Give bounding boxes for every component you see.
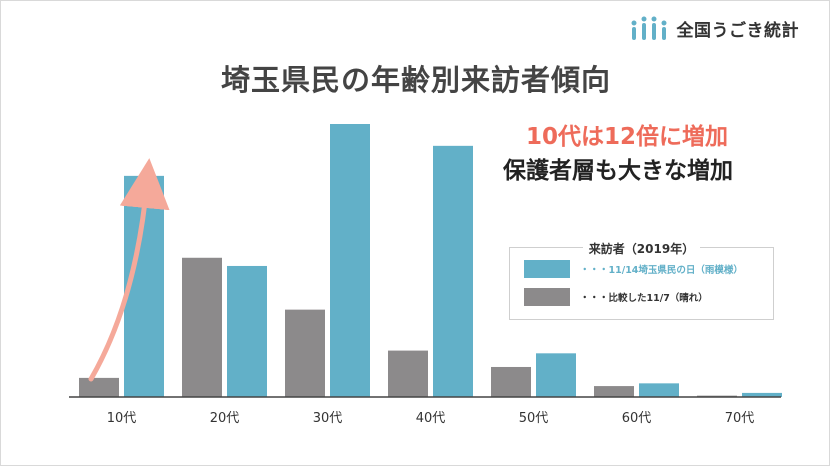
legend-swatch-blue [524, 260, 570, 278]
legend-swatch-gray [524, 288, 570, 306]
bar-sunny-5 [594, 386, 634, 397]
bar-rainy-6 [742, 392, 782, 397]
bar-sunny-4 [491, 366, 531, 397]
x-tick-label: 40代 [416, 411, 446, 426]
x-tick-label: 70代 [725, 411, 755, 426]
x-tick-label: 50代 [519, 411, 549, 426]
x-tick-label: 60代 [622, 411, 652, 426]
bar-rainy-5 [639, 383, 679, 397]
bar-rainy-4 [536, 353, 576, 397]
legend-label-rainy-day: ・・・11/14埼玉県民の日（雨模様） [580, 265, 743, 276]
legend: 来訪者（2019年） ・・・11/14埼玉県民の日（雨模様） ・・・比較した11… [509, 242, 774, 320]
logo: 全国うごき統計 [629, 15, 800, 41]
headline-growth: 10代は12倍に増加 [526, 124, 729, 150]
logo-text: 全国うごき統計 [676, 20, 799, 41]
x-tick-label: 30代 [313, 411, 343, 426]
chart-title: 埼玉県民の年齢別来訪者傾向 [220, 63, 611, 97]
legend-item-sunny-day: ・・・比較した11/7（晴れ） [524, 288, 708, 306]
bar-rainy-1 [227, 265, 267, 397]
x-tick-label: 10代 [107, 411, 137, 426]
growth-arrow [88, 158, 170, 382]
bar-sunny-2 [285, 309, 325, 397]
bar-rainy-3 [433, 145, 473, 397]
legend-title: 来訪者（2019年） [582, 242, 701, 256]
x-tick-label: 20代 [210, 411, 240, 426]
bar-rainy-2 [330, 124, 370, 397]
bar-sunny-0 [79, 377, 119, 397]
legend-item-rainy-day: ・・・11/14埼玉県民の日（雨模様） [524, 260, 743, 278]
bar-sunny-1 [182, 257, 222, 397]
legend-label-sunny-day: ・・・比較した11/7（晴れ） [580, 293, 708, 304]
bar-sunny-3 [388, 350, 428, 397]
people-icon [631, 16, 666, 40]
headline-parents: 保護者層も大きな増加 [503, 158, 733, 184]
